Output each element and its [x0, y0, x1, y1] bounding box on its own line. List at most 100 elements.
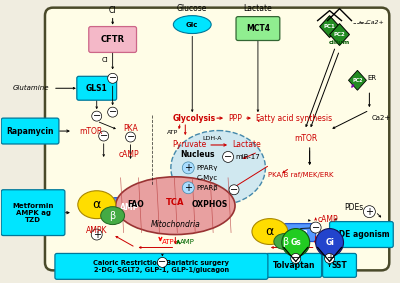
- Text: −: −: [108, 107, 117, 117]
- Text: −: −: [126, 132, 135, 142]
- Text: cAMP: cAMP: [318, 215, 338, 224]
- Text: −: −: [93, 111, 101, 121]
- Text: Cl: Cl: [109, 6, 116, 15]
- Text: Gs: Gs: [290, 238, 301, 247]
- FancyBboxPatch shape: [45, 8, 389, 270]
- Circle shape: [282, 229, 310, 256]
- FancyBboxPatch shape: [113, 198, 146, 218]
- Circle shape: [364, 206, 375, 218]
- Text: ATP: ATP: [167, 130, 178, 135]
- FancyBboxPatch shape: [1, 118, 59, 144]
- Text: cilium: cilium: [329, 40, 350, 45]
- Text: ATP: ATP: [162, 239, 175, 245]
- Circle shape: [99, 131, 109, 141]
- Ellipse shape: [173, 16, 211, 33]
- Text: ER: ER: [367, 75, 376, 81]
- Text: Pyruvate: Pyruvate: [172, 140, 206, 149]
- Circle shape: [92, 111, 102, 121]
- Text: Glycolysis: Glycolysis: [172, 113, 216, 123]
- Text: AMP: AMP: [291, 230, 308, 235]
- Text: mTOR: mTOR: [79, 127, 102, 136]
- Circle shape: [126, 132, 136, 142]
- Text: MCT4: MCT4: [246, 24, 270, 33]
- FancyBboxPatch shape: [266, 254, 322, 277]
- Text: −: −: [108, 73, 117, 83]
- Text: −: −: [292, 253, 300, 263]
- Text: CFTR: CFTR: [100, 35, 125, 44]
- Text: Metformin
AMPK ag
TZD: Metformin AMPK ag TZD: [12, 203, 54, 223]
- Text: Gi: Gi: [325, 238, 334, 247]
- Circle shape: [310, 222, 321, 233]
- Text: PC1: PC1: [324, 24, 336, 29]
- Text: Caloric Restriction, Bariatric surgery
2-DG, SGLT2, GLP-1, GLP-1/glucagon: Caloric Restriction, Bariatric surgery 2…: [94, 260, 230, 273]
- Text: SST: SST: [332, 261, 347, 270]
- Text: PC2: PC2: [334, 32, 345, 37]
- Circle shape: [222, 151, 234, 162]
- Text: ← Ca2+: ← Ca2+: [360, 20, 384, 25]
- Text: PC2: PC2: [352, 78, 363, 83]
- Text: C-Myc: C-Myc: [196, 175, 218, 181]
- Text: Fatty acid synthesis: Fatty acid synthesis: [256, 113, 332, 123]
- Text: PPP: PPP: [228, 113, 242, 123]
- Circle shape: [108, 73, 118, 83]
- Text: mTOR: mTOR: [295, 134, 318, 143]
- Circle shape: [182, 162, 194, 174]
- Text: Tolvaptan: Tolvaptan: [272, 261, 315, 270]
- FancyBboxPatch shape: [284, 224, 316, 241]
- Circle shape: [108, 107, 118, 117]
- Text: TCA: TCA: [166, 198, 184, 207]
- Circle shape: [324, 254, 334, 263]
- Polygon shape: [320, 16, 340, 38]
- Text: PDE agonism: PDE agonism: [333, 230, 390, 239]
- Text: −: −: [224, 152, 232, 162]
- Circle shape: [158, 258, 167, 267]
- Text: Lactate: Lactate: [244, 4, 272, 13]
- Text: LDH-A: LDH-A: [202, 136, 222, 141]
- Polygon shape: [330, 23, 350, 46]
- Text: −: −: [100, 131, 108, 141]
- Circle shape: [91, 229, 102, 240]
- Text: +: +: [184, 183, 192, 193]
- Text: α: α: [92, 198, 101, 211]
- Text: −: −: [158, 258, 166, 267]
- Text: Nucleus: Nucleus: [180, 151, 215, 159]
- Text: miR-17: miR-17: [235, 154, 260, 160]
- FancyBboxPatch shape: [323, 254, 356, 277]
- Text: +: +: [93, 230, 101, 239]
- FancyBboxPatch shape: [89, 27, 136, 52]
- Text: Rapamycin: Rapamycin: [6, 127, 54, 136]
- Text: Glutamine: Glutamine: [13, 85, 49, 91]
- Polygon shape: [348, 70, 366, 90]
- Text: Ca2+: Ca2+: [371, 115, 391, 121]
- Ellipse shape: [116, 177, 235, 235]
- Text: −: −: [230, 185, 238, 195]
- Text: Glucose: Glucose: [177, 4, 208, 13]
- Text: β: β: [110, 211, 116, 221]
- FancyBboxPatch shape: [236, 17, 280, 40]
- Text: +: +: [184, 163, 192, 173]
- Ellipse shape: [78, 191, 116, 219]
- FancyBboxPatch shape: [55, 254, 268, 279]
- Text: PKA: PKA: [123, 124, 138, 132]
- Circle shape: [316, 229, 344, 256]
- Text: β: β: [282, 237, 288, 246]
- Text: AMPK: AMPK: [86, 226, 108, 235]
- Text: +: +: [326, 253, 334, 263]
- Text: OXPHOS: OXPHOS: [192, 200, 228, 209]
- Text: Glc: Glc: [186, 22, 198, 27]
- Text: FAO: FAO: [127, 200, 144, 209]
- FancyBboxPatch shape: [330, 222, 393, 247]
- Text: Mitochondria: Mitochondria: [150, 220, 200, 229]
- Ellipse shape: [274, 233, 296, 250]
- Text: Cl: Cl: [102, 57, 109, 63]
- Text: Lactate: Lactate: [232, 140, 261, 149]
- Ellipse shape: [101, 207, 124, 225]
- Text: PDEs: PDEs: [344, 203, 364, 212]
- Circle shape: [291, 254, 301, 263]
- Circle shape: [229, 185, 239, 195]
- Text: +: +: [365, 207, 373, 217]
- Text: −: −: [312, 222, 320, 233]
- Text: PPARγ: PPARγ: [196, 165, 218, 171]
- Text: PKA/B raf/MEK/ERK: PKA/B raf/MEK/ERK: [268, 172, 333, 178]
- Ellipse shape: [252, 219, 288, 245]
